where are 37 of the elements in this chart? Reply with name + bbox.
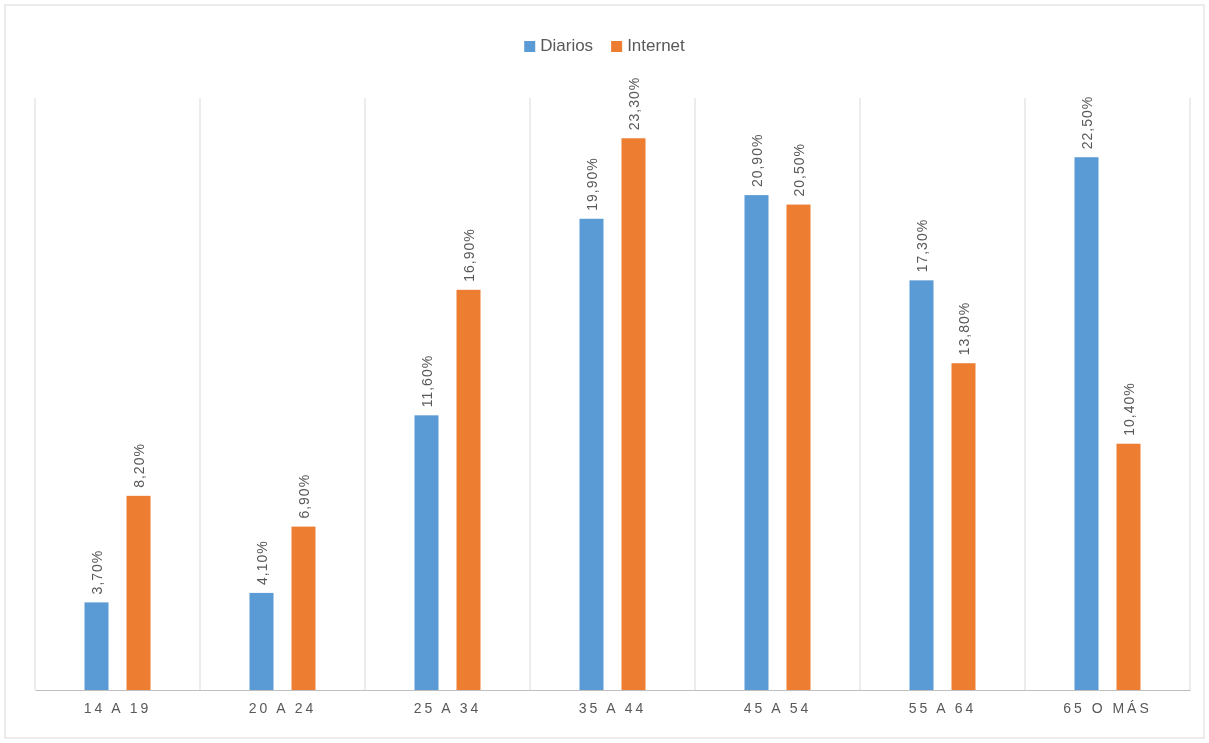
x-tick-label: 45 A 54 (743, 699, 812, 716)
bar (126, 495, 151, 690)
bar (621, 138, 646, 690)
bar (414, 415, 439, 690)
bar (579, 218, 604, 690)
data-label: 16,90% (460, 228, 477, 282)
x-tick-label: 35 A 44 (578, 699, 647, 716)
bar (1116, 443, 1141, 690)
data-label: 23,30% (625, 76, 642, 131)
data-label: 6,90% (295, 473, 312, 519)
bar (84, 602, 109, 690)
bar (249, 592, 274, 690)
x-tick-label: 14 A 19 (83, 699, 152, 716)
bar (909, 280, 934, 690)
x-tick-label: 55 A 64 (908, 699, 977, 716)
x-tick-label: 25 A 34 (413, 699, 482, 716)
data-label: 3,70% (88, 549, 105, 595)
data-label: 13,80% (955, 301, 972, 356)
data-label: 17,30% (913, 218, 930, 273)
data-label: 11,60% (418, 354, 435, 408)
legend-label: Internet (627, 36, 686, 55)
bar (951, 363, 976, 690)
data-label: 19,90% (583, 157, 600, 211)
bar (786, 204, 811, 690)
x-tick-label: 65 O MÁS (1063, 699, 1152, 716)
data-label: 4,10% (253, 540, 270, 585)
bar (1074, 157, 1099, 690)
data-label: 22,50% (1078, 95, 1095, 150)
bar (291, 526, 316, 690)
bar (744, 195, 769, 690)
data-label: 8,20% (130, 443, 147, 488)
legend-label: Diarios (540, 36, 594, 55)
data-label: 10,40% (1120, 382, 1137, 436)
bar (456, 289, 481, 690)
data-label: 20,50% (790, 143, 807, 197)
x-tick-label: 20 A 24 (248, 699, 317, 716)
data-label: 20,90% (748, 133, 765, 188)
